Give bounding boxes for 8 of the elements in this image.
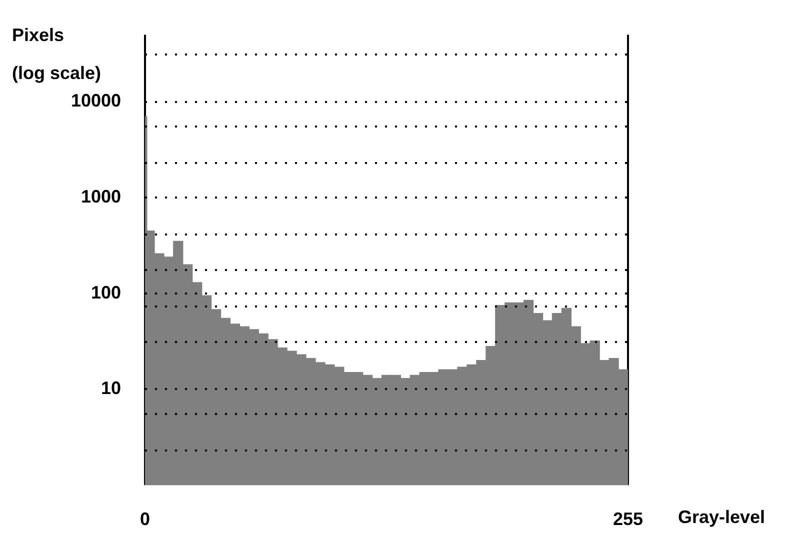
y-tick-label: 1000 bbox=[80, 186, 121, 207]
x-axis-title: Gray-level bbox=[678, 507, 766, 528]
y-axis-title: Pixels (log scale) bbox=[12, 24, 102, 85]
y-tick-label: 10000 bbox=[70, 90, 121, 111]
x-tick-label: 0 bbox=[140, 508, 150, 529]
y-tick-label: 10 bbox=[100, 378, 121, 398]
y-tick-label: 100 bbox=[90, 282, 121, 302]
x-tick-label: 255 bbox=[612, 508, 644, 529]
